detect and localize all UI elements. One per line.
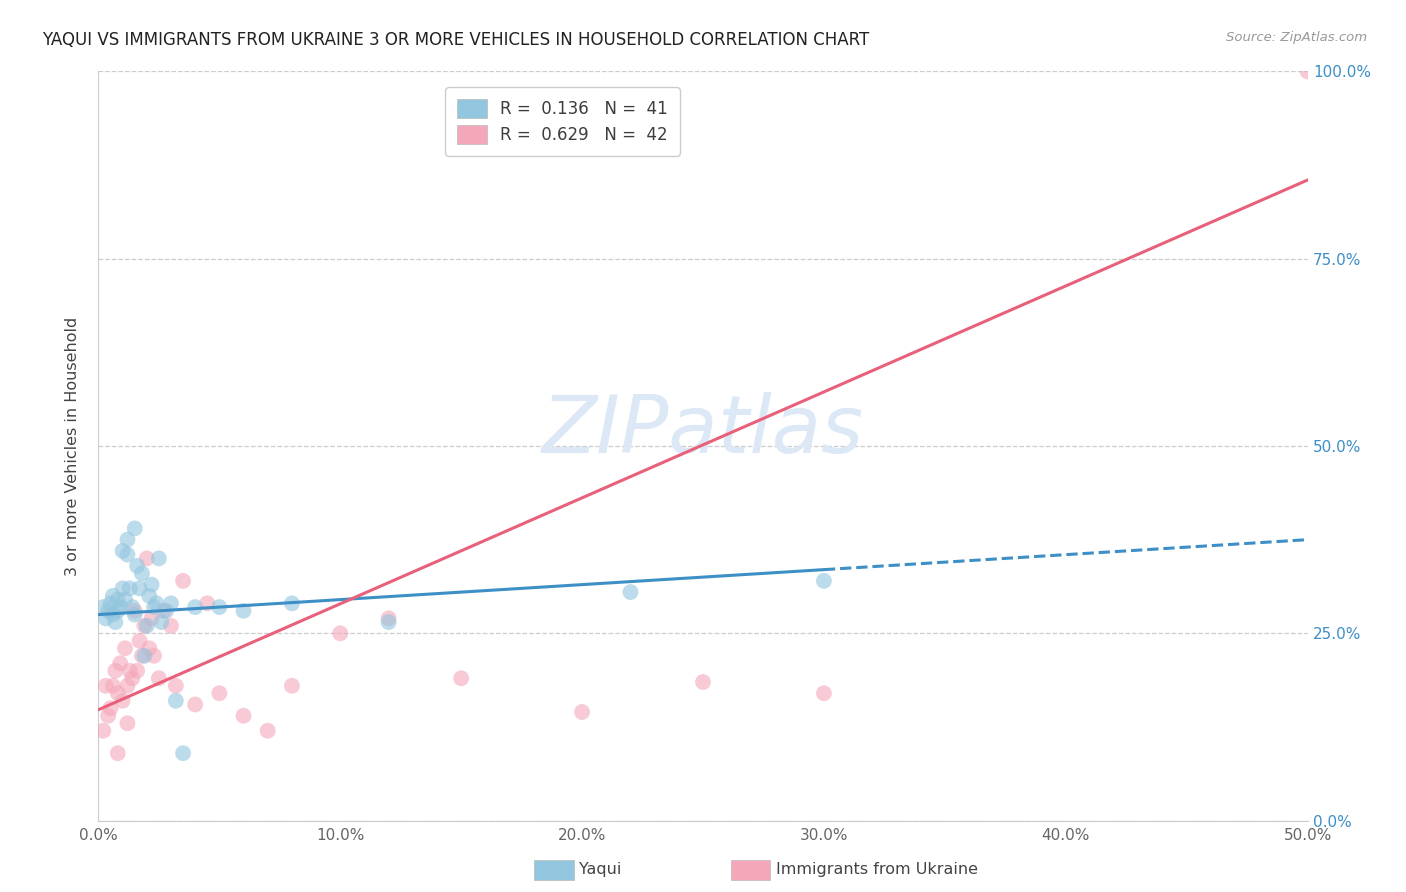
Point — [101, 589, 124, 603]
Point — [117, 548, 139, 562]
Point — [184, 600, 207, 615]
Point — [195, 596, 218, 610]
Point — [114, 641, 136, 656]
Point — [329, 626, 352, 640]
Point — [148, 671, 170, 685]
Point — [107, 686, 129, 700]
Point — [91, 600, 114, 615]
Point — [141, 577, 163, 591]
Point — [97, 708, 120, 723]
Point — [141, 611, 163, 625]
Text: Immigrants from Ukraine: Immigrants from Ukraine — [776, 863, 979, 877]
Point — [128, 582, 150, 596]
Point — [135, 619, 157, 633]
Point — [377, 611, 399, 625]
Text: YAQUI VS IMMIGRANTS FROM UKRAINE 3 OR MORE VEHICLES IN HOUSEHOLD CORRELATION CHA: YAQUI VS IMMIGRANTS FROM UKRAINE 3 OR MO… — [42, 31, 869, 49]
Point — [377, 615, 399, 629]
Text: ZIPatlas: ZIPatlas — [541, 392, 865, 470]
Point — [208, 600, 231, 615]
Point — [160, 619, 183, 633]
Point — [813, 574, 835, 588]
Point — [155, 604, 177, 618]
Point — [692, 675, 714, 690]
Point — [127, 664, 149, 678]
Point — [571, 705, 593, 719]
Point — [97, 604, 120, 618]
Point — [813, 686, 835, 700]
Point — [143, 600, 166, 615]
Point — [138, 589, 160, 603]
Text: Source: ZipAtlas.com: Source: ZipAtlas.com — [1226, 31, 1367, 45]
Point — [100, 596, 122, 610]
Point — [94, 611, 117, 625]
Point — [152, 604, 174, 618]
Point — [104, 615, 127, 629]
Point — [107, 592, 129, 607]
Point — [111, 544, 134, 558]
Point — [127, 558, 149, 573]
Point — [619, 585, 641, 599]
Point — [108, 657, 131, 671]
Point — [131, 566, 153, 581]
Point — [184, 698, 207, 712]
Point — [143, 648, 166, 663]
Point — [160, 596, 183, 610]
Point — [150, 615, 173, 629]
Point — [135, 551, 157, 566]
Point — [281, 596, 304, 610]
Point — [256, 723, 278, 738]
Text: Yaqui: Yaqui — [579, 863, 621, 877]
Point — [107, 604, 129, 618]
Point — [118, 664, 141, 678]
Point — [124, 521, 146, 535]
Point — [172, 746, 194, 760]
Point — [134, 619, 156, 633]
Point — [121, 600, 143, 615]
Legend: R =  0.136   N =  41, R =  0.629   N =  42: R = 0.136 N = 41, R = 0.629 N = 42 — [446, 87, 679, 156]
Point — [108, 600, 131, 615]
Point — [91, 723, 114, 738]
Point — [232, 604, 254, 618]
Point — [117, 679, 139, 693]
Point — [111, 694, 134, 708]
Point — [232, 708, 254, 723]
Point — [107, 746, 129, 760]
Point — [114, 592, 136, 607]
Point — [138, 641, 160, 656]
Point — [117, 716, 139, 731]
Point — [172, 574, 194, 588]
Point — [131, 648, 153, 663]
Point — [101, 679, 124, 693]
Point — [208, 686, 231, 700]
Point — [281, 679, 304, 693]
Point — [94, 679, 117, 693]
Point — [124, 604, 146, 618]
Point — [111, 582, 134, 596]
Y-axis label: 3 or more Vehicles in Household: 3 or more Vehicles in Household — [65, 317, 80, 575]
Point — [145, 596, 167, 610]
Point — [118, 582, 141, 596]
Point — [121, 671, 143, 685]
Point — [104, 664, 127, 678]
Point — [134, 648, 156, 663]
Point — [101, 607, 124, 622]
Point — [128, 633, 150, 648]
Point — [100, 701, 122, 715]
Point — [148, 551, 170, 566]
Point — [124, 607, 146, 622]
Point — [165, 679, 187, 693]
Point — [165, 694, 187, 708]
Point — [450, 671, 472, 685]
Point — [117, 533, 139, 547]
Point — [1296, 64, 1319, 78]
